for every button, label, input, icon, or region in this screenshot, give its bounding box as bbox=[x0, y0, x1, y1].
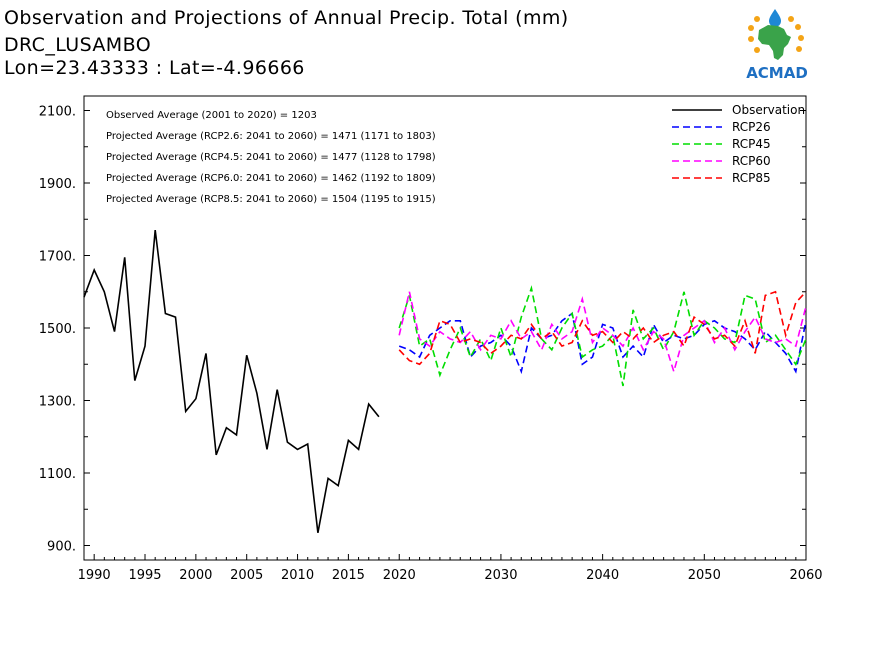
rcp60-average-note: Projected Average (RCP6.0: 2041 to 2060)… bbox=[106, 173, 436, 184]
legend-label-rcp45: RCP45 bbox=[732, 137, 771, 151]
series-line-rcp26 bbox=[398, 312, 807, 375]
africa-map-icon bbox=[758, 25, 791, 60]
series-line-rcp60 bbox=[398, 291, 807, 375]
rcp26-average-note: Projected Average (RCP2.6: 2041 to 2060)… bbox=[106, 131, 436, 142]
y-tick-label: 1900. bbox=[39, 177, 76, 192]
y-tick-label: 1300. bbox=[39, 395, 76, 410]
axis-ticks: 900. 1100. 1300. 1500. 1700. 1900. 2100. 1990 19… bbox=[39, 105, 823, 584]
observed-average-note: Observed Average (2001 to 2020) = 1203 bbox=[106, 110, 317, 121]
x-tick-label: 2040 bbox=[586, 568, 619, 583]
series-line-rcp85 bbox=[398, 290, 807, 366]
x-tick-label: 2050 bbox=[688, 568, 721, 583]
legend-label-rcp85: RCP85 bbox=[732, 171, 771, 185]
station-coordinates: Lon=23.43333 : Lat=-4.96666 bbox=[4, 57, 305, 79]
legend: Observation RCP26 RCP45 RCP60 RCP85 bbox=[672, 103, 805, 185]
x-tick-label: 1990 bbox=[78, 568, 111, 583]
legend-label-rcp26: RCP26 bbox=[732, 120, 771, 134]
plot-frame bbox=[83, 95, 807, 561]
x-tick-label: 2030 bbox=[484, 568, 517, 583]
chart-title: Observation and Projections of Annual Pr… bbox=[4, 7, 569, 29]
y-tick-label: 1700. bbox=[39, 250, 76, 265]
y-tick-label: 1500. bbox=[39, 322, 76, 337]
legend-label-rcp60: RCP60 bbox=[732, 154, 771, 168]
x-tick-label: 2060 bbox=[789, 568, 822, 583]
raindrop-icon bbox=[769, 9, 781, 27]
x-tick-label: 2015 bbox=[332, 568, 365, 583]
x-tick-label: 2020 bbox=[383, 568, 416, 583]
station-name: DRC_LUSAMBO bbox=[4, 34, 152, 56]
x-tick-label: 2005 bbox=[230, 568, 263, 583]
sun-rays-icon bbox=[748, 16, 804, 53]
x-tick-label: 2010 bbox=[281, 568, 314, 583]
rcp85-average-note: Projected Average (RCP8.5: 2041 to 2060)… bbox=[106, 194, 436, 205]
series-lines bbox=[83, 230, 807, 533]
x-tick-label: 2000 bbox=[179, 568, 212, 583]
y-tick-label: 1100. bbox=[39, 467, 76, 482]
rcp45-average-note: Projected Average (RCP4.5: 2041 to 2060)… bbox=[106, 152, 436, 163]
series-line-rcp45 bbox=[398, 285, 807, 387]
y-tick-label: 2100. bbox=[39, 105, 76, 120]
series-line-observation bbox=[83, 230, 380, 533]
legend-label-observation: Observation bbox=[732, 103, 805, 117]
acmad-logo: ACMAD bbox=[746, 9, 808, 82]
logo-text: ACMAD bbox=[746, 64, 808, 82]
y-tick-label: 900. bbox=[47, 540, 76, 555]
annotations: Observed Average (2001 to 2020) = 1203 P… bbox=[106, 110, 436, 205]
x-tick-label: 1995 bbox=[128, 568, 161, 583]
